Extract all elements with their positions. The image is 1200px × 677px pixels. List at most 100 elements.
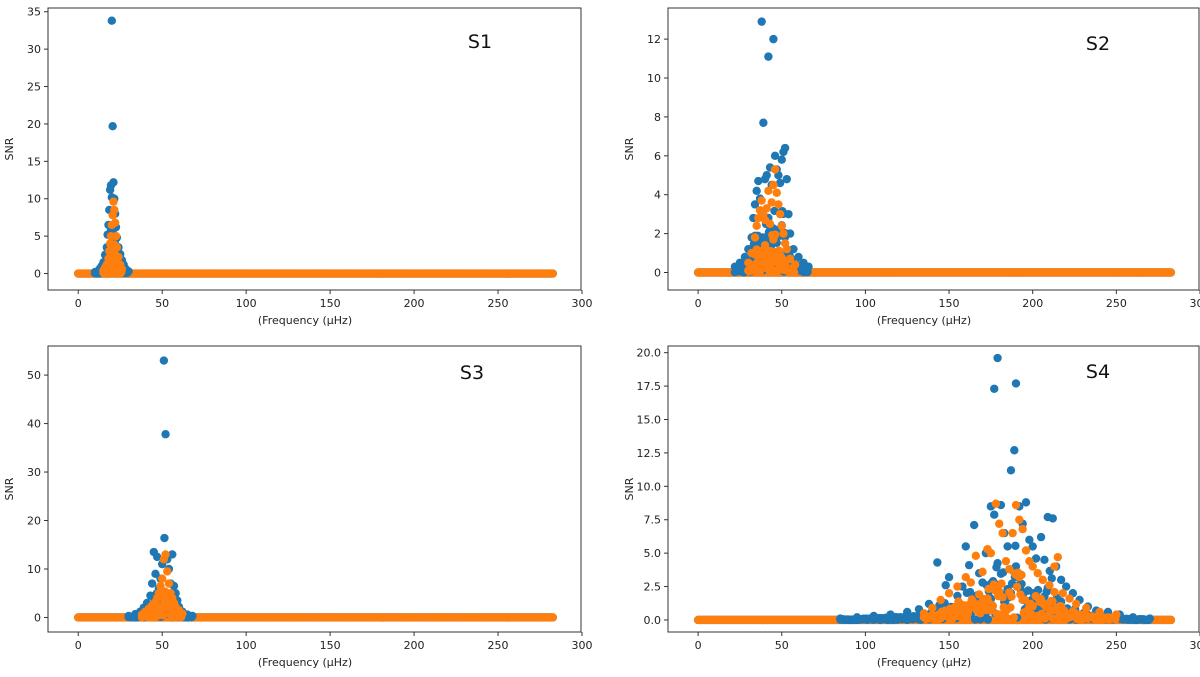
data-point: [1008, 528, 1017, 538]
data-point: [1017, 570, 1026, 580]
y-tick-label: 20.0: [637, 347, 662, 360]
data-point: [1006, 603, 1015, 612]
data-point: [775, 209, 785, 219]
y-tick-label: 0: [34, 611, 41, 624]
y-tick-label: 25: [27, 81, 41, 94]
panel-title: S2: [1086, 33, 1110, 55]
data-point: [770, 151, 780, 161]
data-point: [156, 581, 165, 591]
data-point: [752, 186, 761, 196]
data-point: [168, 550, 177, 559]
y-tick-label: 15.0: [637, 414, 662, 427]
data-point: [178, 609, 187, 618]
data-point: [770, 230, 780, 239]
data-point: [759, 118, 768, 127]
data-point: [1053, 552, 1062, 562]
data-point: [990, 510, 999, 519]
data-point: [114, 252, 123, 262]
series-2: [74, 269, 557, 278]
plot-area: [47, 7, 582, 291]
data-point: [785, 229, 795, 238]
data-point: [965, 587, 975, 597]
data-point: [1012, 582, 1022, 592]
x-tick-label: 100: [236, 639, 257, 652]
chart-panel-3: 0 50 100 150 200 250 300 0 10 20 30 40 50 (Frequency …: [3, 345, 593, 669]
data-point: [1128, 613, 1138, 622]
data-point: [1005, 564, 1014, 574]
y-tick-label: 40: [27, 418, 41, 431]
data-point: [109, 178, 118, 187]
data-point: [976, 609, 985, 618]
data-point: [757, 196, 766, 205]
data-point: [105, 239, 115, 248]
data-point: [983, 615, 993, 624]
data-point: [1011, 562, 1021, 571]
data-point: [789, 268, 799, 277]
panel-title: S3: [460, 362, 484, 384]
data-point: [1011, 500, 1021, 510]
x-tick-label: 300: [1190, 297, 1200, 310]
data-point: [903, 607, 912, 617]
data-point: [124, 611, 133, 621]
y-tick-label: 6: [654, 150, 661, 163]
data-point: [961, 542, 970, 551]
data-point: [107, 16, 117, 25]
data-points: [693, 17, 1176, 277]
data-point: [794, 252, 803, 262]
data-point: [767, 198, 776, 207]
data-point: [997, 579, 1006, 588]
y-tick-label: 0: [654, 266, 661, 279]
data-point: [1145, 614, 1155, 623]
y-tick-label: 10.0: [637, 480, 662, 493]
data-point: [110, 218, 120, 227]
data-point: [104, 254, 113, 263]
data-point: [757, 17, 766, 26]
data-point: [836, 614, 845, 623]
data-point: [124, 267, 133, 276]
data-point: [784, 209, 793, 219]
data-point: [785, 254, 795, 264]
data-point: [764, 52, 773, 61]
y-axis-label: SNR: [3, 477, 16, 500]
baseline-point: [1166, 615, 1176, 625]
data-point: [919, 609, 929, 618]
data-point: [1047, 574, 1056, 583]
x-axis-label: (Frequency (μHz): [258, 656, 352, 669]
y-axis-label: SNR: [623, 137, 636, 160]
data-point: [147, 579, 157, 588]
y-tick-label: 8: [654, 111, 661, 124]
y-tick-label: 20: [27, 515, 41, 528]
plot-area: [667, 345, 1200, 633]
data-point: [1050, 587, 1059, 597]
data-point: [110, 205, 119, 215]
data-point: [1010, 446, 1019, 455]
data-point: [1028, 562, 1037, 571]
data-point: [108, 121, 117, 131]
data-point: [1040, 555, 1049, 565]
baseline-point: [1166, 268, 1176, 277]
y-tick-label: 0: [34, 268, 41, 281]
x-tick-label: 0: [695, 639, 702, 652]
y-tick-label: 30: [27, 43, 41, 56]
y-axis-label: SNR: [623, 477, 636, 500]
x-tick-label: 100: [855, 297, 876, 310]
data-point: [154, 589, 164, 598]
y-tick-label: 15: [27, 155, 41, 168]
data-point: [1031, 554, 1041, 563]
data-point: [152, 552, 162, 562]
chart-panel-1: 0 50 100 150 200 250 300 0 5 10 15 20 25 30 35 (Frequen…: [3, 6, 593, 327]
data-point: [978, 578, 987, 587]
data-point: [1038, 575, 1047, 585]
data-point: [964, 560, 974, 570]
x-axis-label: (Frequency (μHz): [877, 314, 971, 327]
baseline-point: [548, 613, 557, 622]
data-point: [1095, 607, 1104, 617]
y-tick-label: 20: [27, 118, 41, 131]
x-tick-label: 250: [488, 639, 509, 652]
data-point: [1048, 597, 1057, 606]
data-point: [774, 200, 783, 209]
data-point: [869, 611, 878, 621]
data-point: [105, 246, 114, 256]
y-tick-label: 5.0: [644, 547, 662, 560]
